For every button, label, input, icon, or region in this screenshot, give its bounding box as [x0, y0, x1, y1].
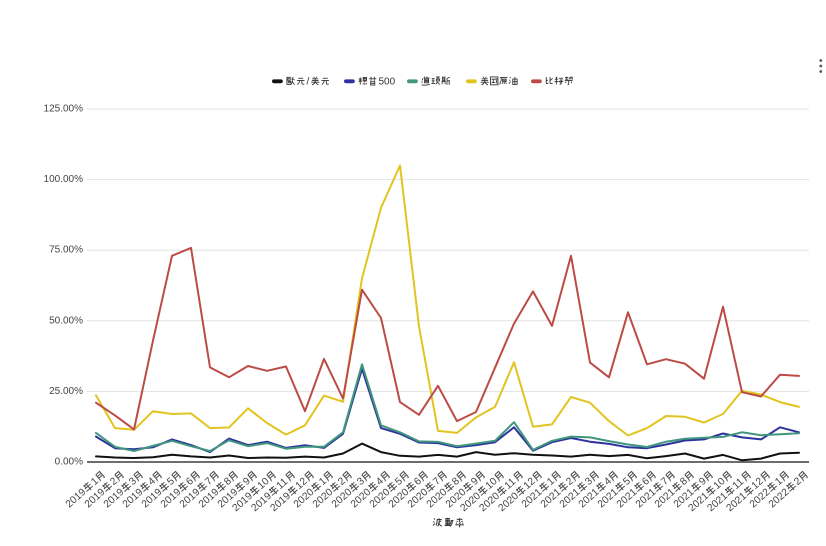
svg-text:1: 1 — [545, 476, 557, 488]
svg-text:4: 4 — [146, 476, 158, 488]
svg-text:4: 4 — [374, 476, 386, 488]
svg-text:3: 3 — [127, 476, 139, 488]
svg-text:9: 9 — [469, 476, 481, 488]
svg-text:2: 2 — [336, 476, 348, 488]
svg-text:7: 7 — [431, 476, 443, 488]
svg-text:9: 9 — [241, 476, 253, 488]
svg-text:9: 9 — [697, 476, 709, 488]
svg-text:6: 6 — [184, 476, 196, 488]
svg-text:6: 6 — [412, 476, 424, 488]
svg-text:8: 8 — [678, 476, 690, 488]
svg-text:2: 2 — [108, 476, 120, 488]
svg-text:2: 2 — [792, 476, 804, 488]
svg-text:7: 7 — [659, 476, 671, 488]
svg-text:8: 8 — [222, 476, 234, 488]
svg-text:3: 3 — [355, 476, 367, 488]
svg-text:8: 8 — [450, 476, 462, 488]
svg-text:50.00%: 50.00% — [49, 315, 83, 326]
svg-text:0.00%: 0.00% — [55, 457, 83, 468]
svg-text:7: 7 — [203, 476, 215, 488]
svg-text:1: 1 — [317, 476, 329, 488]
svg-text:1: 1 — [773, 476, 785, 488]
svg-text:2: 2 — [564, 476, 576, 488]
svg-text:1: 1 — [89, 476, 101, 488]
svg-text:3: 3 — [583, 476, 595, 488]
svg-text:100.00%: 100.00% — [44, 174, 84, 185]
svg-text:75.00%: 75.00% — [49, 245, 83, 256]
svg-text:4: 4 — [602, 476, 614, 488]
svg-text:5: 5 — [621, 476, 633, 488]
svg-text:/: / — [307, 77, 310, 88]
svg-text:5: 5 — [165, 476, 177, 488]
svg-text:25.00%: 25.00% — [49, 386, 83, 397]
svg-text:500: 500 — [379, 77, 396, 88]
svg-text:5: 5 — [393, 476, 405, 488]
svg-text:6: 6 — [640, 476, 652, 488]
svg-text:125.00%: 125.00% — [44, 104, 84, 115]
